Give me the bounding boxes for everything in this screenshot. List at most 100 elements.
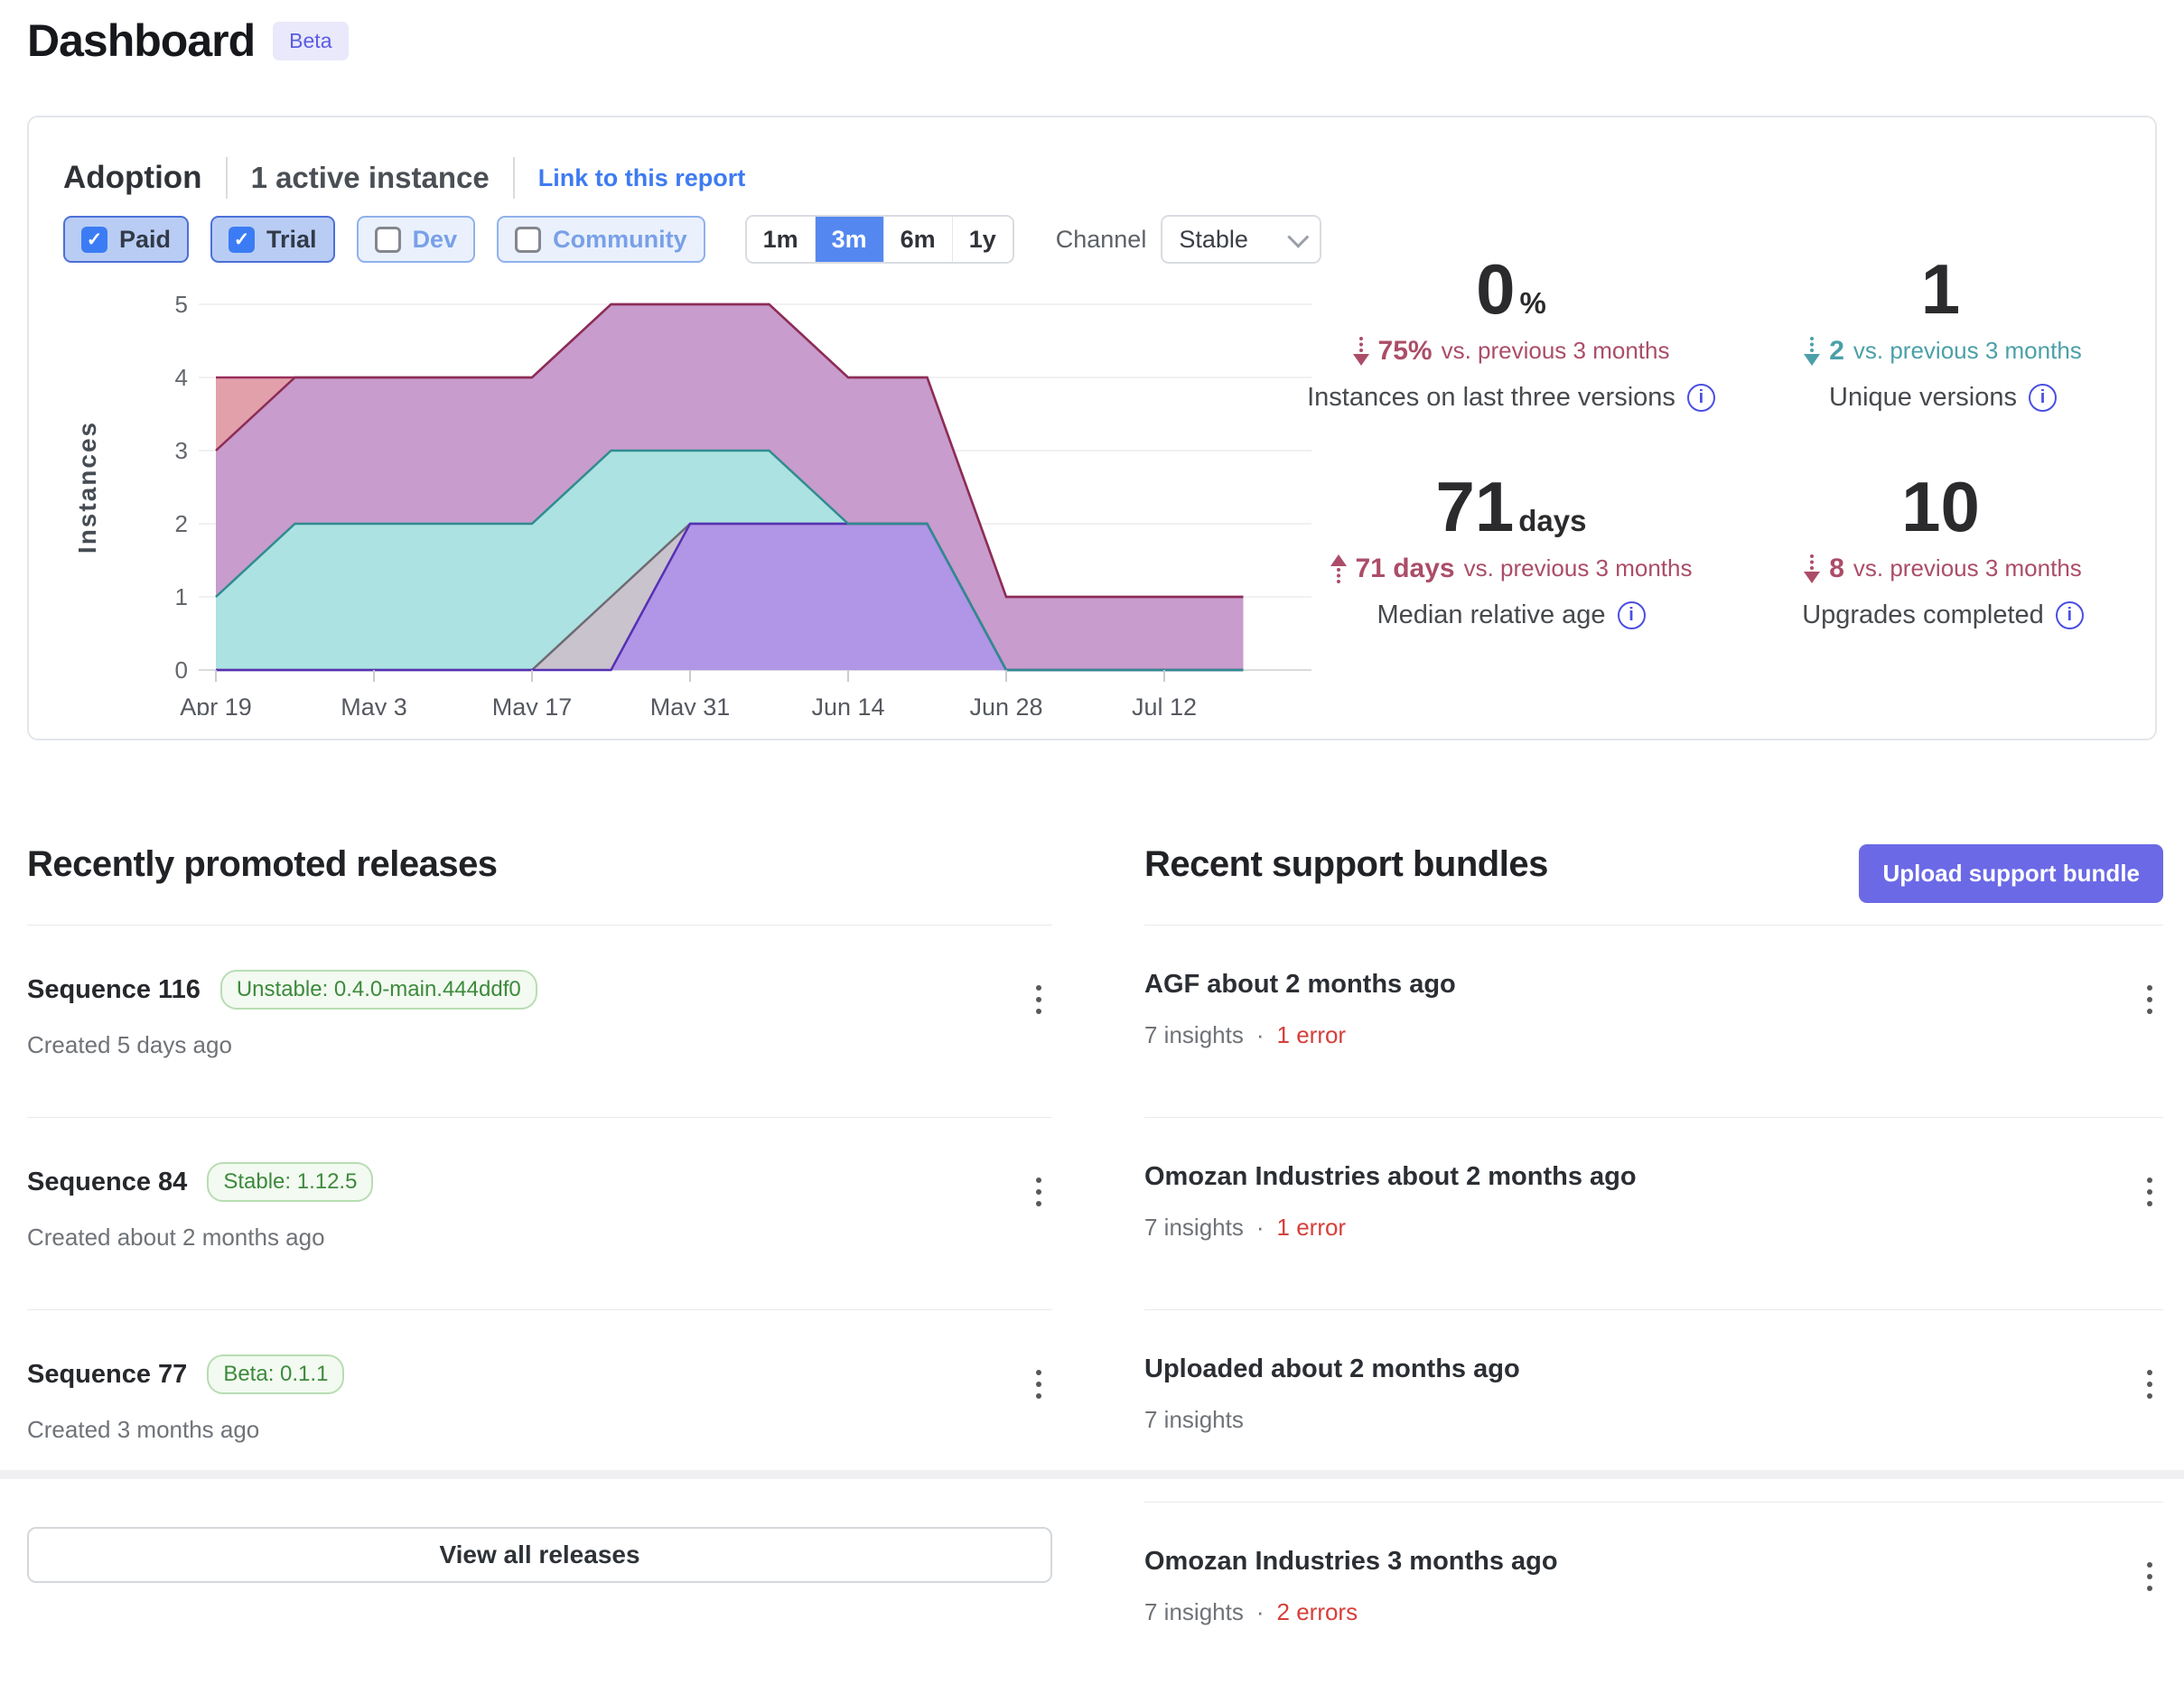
bundle-insights: 7 insights (1144, 1214, 1244, 1241)
trend-down-icon (1352, 336, 1369, 366)
kebab-menu-icon[interactable] (1032, 982, 1045, 1018)
adoption-card: Adoption 1 active instance Link to this … (27, 116, 2157, 740)
svg-text:2: 2 (175, 510, 188, 537)
stat-instances-last-three-versions: 0% 75% vs. previous 3 months Instances o… (1302, 252, 1720, 413)
trend-down-icon (1804, 554, 1821, 583)
release-title-row: Sequence 77 Beta: 0.1.1 (27, 1354, 1052, 1394)
filter-paid-label: Paid (119, 225, 172, 253)
filter-trial[interactable]: ✓ Trial (210, 216, 335, 263)
svg-text:May 17: May 17 (492, 693, 573, 715)
bundle-insights: 7 insights (1144, 1021, 1244, 1048)
kebab-menu-icon[interactable] (2143, 982, 2156, 1018)
filter-paid[interactable]: ✓ Paid (63, 216, 190, 263)
stat-unit: days (1518, 503, 1587, 537)
svg-text:4: 4 (175, 364, 188, 391)
stat-label: Unique versions i (1734, 383, 2151, 413)
checkbox-unchecked-icon[interactable] (374, 226, 401, 253)
info-icon[interactable]: i (1617, 600, 1646, 629)
support-bundle-item: Omozan Industries 3 months ago 7 insight… (1144, 1502, 2163, 1694)
beta-badge: Beta (273, 21, 349, 60)
trend-down-icon (1804, 336, 1821, 366)
release-title-row: Sequence 84 Stable: 1.12.5 (27, 1162, 1052, 1202)
release-version-badge: Unstable: 0.4.0-main.444ddf0 (219, 970, 537, 1010)
checkbox-checked-icon[interactable]: ✓ (81, 226, 107, 253)
stat-change-suffix: vs. previous 3 months (1463, 554, 1693, 582)
stat-label-text: Median relative age (1377, 600, 1606, 629)
kebab-menu-icon[interactable] (1032, 1174, 1045, 1210)
time-range-6m[interactable]: 6m (882, 217, 952, 262)
release-created: Created about 2 months ago (27, 1224, 325, 1251)
stat-change: 75% vs. previous 3 months (1302, 336, 1720, 367)
bundle-errors: 1 error (1276, 1214, 1347, 1241)
stat-change-suffix: vs. previous 3 months (1853, 554, 2082, 582)
time-range-control: 1m 3m 6m 1y (744, 215, 1014, 264)
stat-label: Upgrades completed i (1734, 600, 2151, 630)
svg-text:Jun 28: Jun 28 (969, 693, 1042, 715)
kebab-menu-icon[interactable] (2143, 1174, 2156, 1210)
divider (512, 157, 515, 199)
bundle-title: AGF about 2 months ago (1144, 970, 1456, 999)
svg-text:Instances: Instances (73, 421, 101, 554)
channel-select[interactable]: Stable (1161, 215, 1322, 264)
svg-text:Jul 12: Jul 12 (1132, 693, 1197, 715)
stat-label: Median relative age i (1302, 600, 1720, 630)
kebab-menu-icon[interactable] (1032, 1366, 1045, 1402)
svg-text:Jun 14: Jun 14 (811, 693, 884, 715)
svg-text:1: 1 (175, 583, 188, 610)
svg-text:May 3: May 3 (341, 693, 407, 715)
stat-label: Instances on last three versions i (1302, 383, 1720, 413)
bundle-meta: 7 insights · 1 error (1144, 1214, 2163, 1242)
meta-separator: · (1255, 1598, 1265, 1625)
bundle-errors: 1 error (1276, 1021, 1347, 1048)
info-icon[interactable]: i (2028, 383, 2057, 412)
release-sequence: Sequence 84 (27, 1167, 188, 1196)
stat-change-value: 71 days (1355, 553, 1455, 583)
info-icon[interactable]: i (2055, 600, 2084, 629)
stat-change-suffix: vs. previous 3 months (1853, 337, 2082, 365)
checkbox-checked-icon[interactable]: ✓ (229, 226, 256, 253)
checkbox-unchecked-icon[interactable] (515, 226, 542, 253)
releases-heading: Recently promoted releases (27, 844, 498, 884)
release-created: Created 5 days ago (27, 1031, 232, 1058)
license-filters: ✓ Paid ✓ Trial Dev Community (63, 216, 705, 263)
svg-text:3: 3 (175, 437, 188, 464)
release-version-badge: Stable: 1.12.5 (207, 1162, 374, 1202)
bundle-title: Omozan Industries 3 months ago (1144, 1547, 1558, 1576)
page-title: Dashboard (27, 15, 256, 66)
release-title-row: Sequence 116 Unstable: 0.4.0-main.444ddf… (27, 970, 1052, 1010)
svg-text:5: 5 (175, 291, 188, 318)
stat-median-relative-age: 71 days 71 days vs. previous 3 months Med… (1302, 470, 1720, 630)
page-header: Dashboard Beta (27, 14, 349, 67)
stat-label-text: Instances on last three versions (1307, 382, 1675, 412)
upload-support-bundle-button[interactable]: Upload support bundle (1859, 844, 2163, 903)
channel-selected-value: Stable (1179, 225, 1248, 253)
stat-unit: % (1519, 286, 1546, 320)
stat-unique-versions: 1 2 vs. previous 3 months Unique version… (1734, 252, 2151, 413)
link-to-report[interactable]: Link to this report (537, 163, 746, 191)
release-item: Sequence 77 Beta: 0.1.1 Created 3 months… (27, 1309, 1052, 1502)
bundle-insights: 7 insights (1144, 1598, 1244, 1625)
recent-support-bundles-section: Recent support bundles Upload support bu… (1144, 844, 2163, 1694)
time-range-1m[interactable]: 1m (762, 225, 798, 253)
kebab-menu-icon[interactable] (2143, 1366, 2156, 1402)
bundle-errors: 2 errors (1276, 1598, 1358, 1625)
support-bundle-item: Uploaded about 2 months ago 7 insights (1144, 1309, 2163, 1502)
support-bundle-item: Omozan Industries about 2 months ago 7 i… (1144, 1117, 2163, 1309)
release-created: Created 3 months ago (27, 1416, 260, 1443)
time-range-3m[interactable]: 3m (814, 217, 883, 262)
trend-up-icon (1330, 554, 1347, 583)
stat-number-text: 1 (1920, 249, 1961, 329)
stat-change: 8 vs. previous 3 months (1734, 554, 2151, 584)
kebab-menu-icon[interactable] (2143, 1559, 2156, 1595)
view-all-releases-button[interactable]: View all releases (27, 1527, 1052, 1583)
stat-change-value: 75% (1377, 335, 1433, 366)
release-item: Sequence 84 Stable: 1.12.5 Created about… (27, 1117, 1052, 1309)
bundle-title: Uploaded about 2 months ago (1144, 1354, 1520, 1383)
filter-dev[interactable]: Dev (356, 216, 476, 263)
stat-number-text: 0 (1476, 249, 1516, 329)
release-sequence: Sequence 116 (27, 974, 201, 1004)
time-range-1y[interactable]: 1y (951, 217, 1013, 262)
info-icon[interactable]: i (1686, 383, 1715, 412)
release-item: Sequence 116 Unstable: 0.4.0-main.444ddf… (27, 925, 1052, 1117)
filter-community[interactable]: Community (497, 216, 705, 263)
